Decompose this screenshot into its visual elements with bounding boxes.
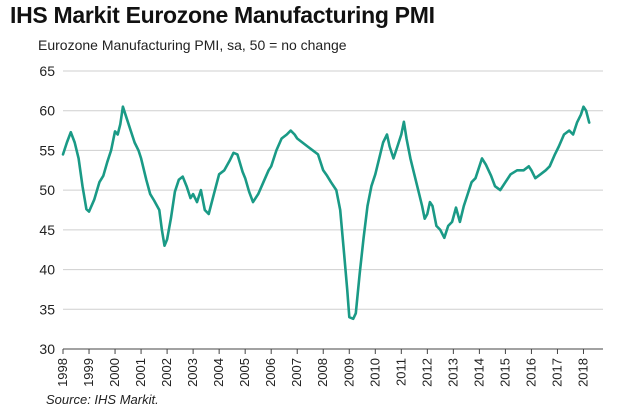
x-tick-label: 2000 [107, 358, 122, 387]
source-note: Source: IHS Markit. [46, 392, 159, 407]
y-tick-label: 30 [39, 341, 55, 357]
y-tick-label: 35 [39, 301, 55, 317]
pmi-series-line [61, 105, 591, 321]
y-tick-label: 45 [39, 222, 55, 238]
x-tick-label: 2011 [393, 358, 408, 386]
x-tick-label: 1999 [81, 358, 96, 387]
chart-subtitle: Eurozone Manufacturing PMI, sa, 50 = no … [38, 37, 347, 53]
x-tick-label: 2001 [133, 358, 148, 387]
x-tick-label: 2015 [497, 358, 512, 387]
x-tick-label: 2013 [445, 358, 460, 387]
y-tick-label: 50 [39, 182, 55, 198]
x-tick-label: 2010 [367, 358, 382, 387]
x-tick-label: 1998 [55, 358, 70, 387]
x-tick-label: 2004 [211, 358, 226, 387]
y-tick-label: 60 [39, 103, 55, 119]
x-tick-label: 2006 [263, 358, 278, 387]
x-tick-label: 2005 [237, 358, 252, 387]
x-tick-label: 2009 [341, 358, 356, 387]
x-tick-label: 2014 [471, 358, 486, 387]
y-tick-label: 55 [39, 142, 55, 158]
y-tick-label: 65 [39, 63, 55, 79]
x-tick-label: 2012 [419, 358, 434, 387]
x-tick-label: 2016 [523, 358, 538, 387]
x-tick-label: 2007 [289, 358, 304, 387]
y-tick-label: 40 [39, 262, 55, 278]
x-tick-label: 2018 [575, 358, 590, 387]
x-tick-label: 2002 [159, 358, 174, 387]
x-tick-label: 2003 [185, 358, 200, 387]
x-tick-label: 2017 [549, 358, 564, 387]
chart-title: IHS Markit Eurozone Manufacturing PMI [10, 2, 435, 28]
x-tick-label: 2008 [315, 358, 330, 387]
